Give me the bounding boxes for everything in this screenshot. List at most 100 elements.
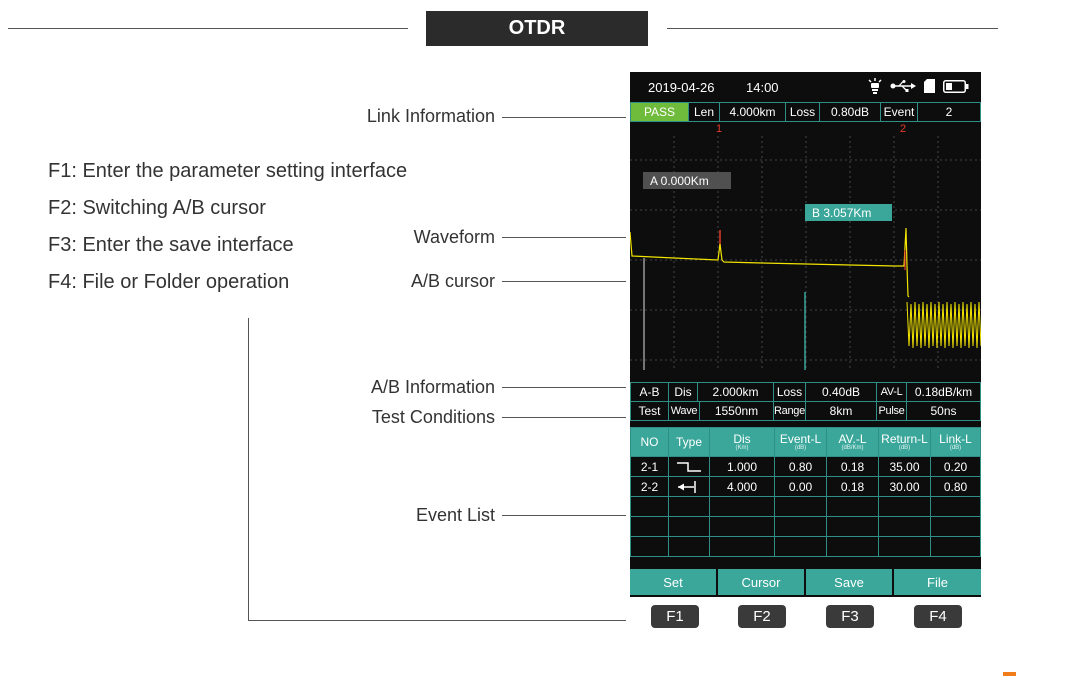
event-header-return-l: Return-L (dB) [878,427,931,457]
file-button[interactable]: File [894,569,981,595]
f3-description: F3: Enter the save interface [48,234,294,256]
table-row-2-av-l[interactable]: 0.18 [826,476,879,497]
table-row-1-type[interactable] [668,456,710,477]
usb-icon [890,80,916,92]
status-icons [868,78,969,94]
event-header-type: Type [668,427,710,457]
callout-line-link-information [502,117,626,118]
event-header-dis: Dis (Km) [709,427,775,457]
table-row-1-no[interactable]: 2-1 [630,456,669,477]
event-header-return-l-unit: (dB) [898,444,911,451]
table-row-1-event-l[interactable]: 0.80 [774,456,827,477]
callout-line-ab-information [502,387,626,388]
cursor-button[interactable]: Cursor [718,569,804,595]
event-header-av-l-unit: (dB/Km) [841,444,864,451]
table-row-1-dis[interactable]: 1.000 [709,456,775,477]
status-date: 2019-04-26 [648,80,715,95]
test-range-label: Range [773,401,806,421]
page-title-text: OTDR [508,17,566,39]
test-label: Test [630,401,669,421]
event-header-av-l-label: AV.-L [838,431,867,446]
table-row-4-dis [709,516,775,537]
event-marker-1: 1 [716,123,723,135]
table-row-1-link-l[interactable]: 0.20 [930,456,981,477]
ab-dis-value: 2.000km [697,382,774,402]
set-button[interactable]: Set [630,569,716,595]
callout-ab-cursor: A/B cursor [410,271,495,291]
table-row-5-link-l [930,536,981,557]
test-pulse-label: Pulse [876,401,907,421]
f4-description: F4: File or Folder operation [48,271,290,293]
link-loss-value: 0.80dB [819,102,881,122]
link-status-pass: PASS [630,102,689,122]
event-header-return-l-label: Return-L [881,431,928,446]
table-row-2-link-l[interactable]: 0.80 [930,476,981,497]
table-row-2-no[interactable]: 2-2 [630,476,669,497]
callout-waveform: Waveform [413,227,495,247]
event-header-no-label: NO [640,435,659,449]
table-row-4-event-l [774,516,827,537]
table-row-3-dis [709,496,775,517]
f1-key[interactable]: F1 [651,605,699,628]
event-header-dis-unit: (Km) [735,444,749,451]
ab-loss-label: Loss [773,382,806,402]
page-title: OTDR [426,11,648,46]
event-header-dis-label: Dis [733,431,751,446]
callout-link-information: Link Information [366,106,495,126]
table-row-2-event-l[interactable]: 0.00 [774,476,827,497]
table-row-3-no [630,496,669,517]
f1-description: F1: Enter the parameter setting interfac… [48,160,408,182]
ab-dis-label: Dis [668,382,698,402]
link-len-label: Len [688,102,720,122]
table-row-1-return-l[interactable]: 35.00 [878,456,931,477]
battery-icon [943,79,969,93]
cursor-b-label[interactable]: B 3.057Km [805,204,892,221]
table-row-2-type[interactable] [668,476,710,497]
event-header-av-l: AV.-L (dB/Km) [826,427,879,457]
test-wave-label: Wave [668,401,700,421]
ab-loss-value: 0.40dB [805,382,877,402]
link-event-label: Event [880,102,918,122]
status-time: 14:00 [746,80,779,95]
ab-avl-label: AV-L [876,382,907,402]
table-row-4-link-l [930,516,981,537]
callout-ab-information: A/B Information [370,377,495,397]
table-row-4-return-l [878,516,931,537]
table-row-2-dis[interactable]: 4.000 [709,476,775,497]
event-header-event-l: Event-L (dB) [774,427,827,457]
table-row-5-dis [709,536,775,557]
event-marker-2: 2 [900,123,907,135]
table-row-5-event-l [774,536,827,557]
save-button[interactable]: Save [806,569,892,595]
table-row-4-type [668,516,710,537]
reflective-event-icon [677,461,701,472]
table-row-3-type [668,496,710,517]
link-loss-label: Loss [785,102,820,122]
f2-description: F2: Switching A/B cursor [48,197,266,219]
event-header-link-l-label: Link-L [939,431,972,446]
link-event-value: 2 [917,102,981,122]
brand-mark [1003,672,1016,676]
test-range-value: 8km [805,401,877,421]
f2-key[interactable]: F2 [738,605,786,628]
event-header-type-label: Type [675,435,702,449]
cursor-a-label[interactable]: A 0.000Km [643,172,731,189]
f3-key[interactable]: F3 [826,605,874,628]
callout-line-event-list [502,515,626,516]
table-row-3-return-l [878,496,931,517]
callout-line-ab-cursor [502,281,626,282]
table-row-3-link-l [930,496,981,517]
table-row-4-av-l [826,516,879,537]
table-row-5-type [668,536,710,557]
fkey-bracket-horizontal [248,620,626,621]
f4-key[interactable]: F4 [914,605,962,628]
table-row-3-av-l [826,496,879,517]
light-bulb-icon [868,78,882,94]
table-row-5-no [630,536,669,557]
waveform-trace [630,227,910,298]
title-rule-right [667,28,998,29]
ab-label: A-B [630,382,669,402]
sd-card-icon [924,79,935,93]
table-row-2-return-l[interactable]: 30.00 [878,476,931,497]
table-row-1-av-l[interactable]: 0.18 [826,456,879,477]
